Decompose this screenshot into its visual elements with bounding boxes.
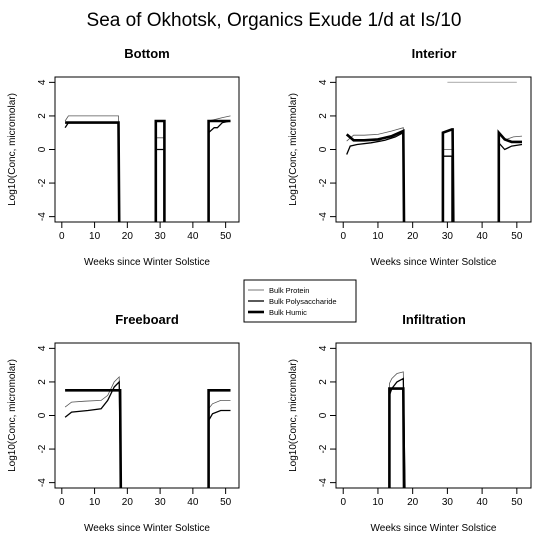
legend: Bulk Protein Bulk Polysaccharide Bulk Humi… [243,279,357,323]
series-line [207,409,231,488]
x-tick-label: 40 [187,497,199,508]
x-tick-label: 10 [372,497,384,508]
x-axis-label: Weeks since Winter Solstice [84,257,210,268]
x-tick-label: 20 [122,497,134,508]
series-line [65,389,123,488]
series-line [498,141,523,222]
panel-title: Infiltration [402,312,466,327]
series-line [64,115,120,222]
series-line [442,149,453,222]
y-tick-label: 2 [37,379,48,385]
y-axis-label: Log10(Conc, micromolar) [7,93,18,206]
y-tick-label: 4 [318,79,329,85]
series-line [345,129,406,222]
series-line [442,155,453,222]
y-tick-label: -2 [318,178,329,187]
x-tick-label: 50 [511,231,523,242]
panel-bottom: Bottom 0 10 20 30 40 50 -4 -2 0 2 4 Weeks since Win… [7,46,240,268]
x-tick-label: 30 [442,497,454,508]
y-tick-label: 4 [37,79,48,85]
y-tick-label: 0 [318,412,329,418]
x-tick-label: 30 [442,231,454,242]
x-tick-label: 20 [407,497,419,508]
x-axis-label: Weeks since Winter Solstice [84,523,210,534]
panel-freeboard: Freeboard 0 10 20 30 40 50 -4 -2 0 2 4 Weeks since … [7,312,240,534]
x-tick-label: 40 [477,231,489,242]
y-tick-label: 0 [37,412,48,418]
legend-label: Bulk Protein [269,286,309,295]
plot-frame [335,76,532,223]
y-tick-label: -4 [37,478,48,487]
x-tick-label: 0 [340,497,346,508]
series-group [345,81,523,222]
x-tick-label: 10 [89,497,101,508]
x-tick-label: 50 [220,497,232,508]
plot-frame [54,76,240,223]
x-tick-label: 30 [155,497,167,508]
x-tick-label: 0 [59,231,65,242]
y-axis-label: Log10(Conc, micromolar) [288,359,299,472]
x-tick-label: 0 [340,231,346,242]
series-line [207,120,231,222]
series-line [346,131,405,222]
series-line [388,387,406,488]
series-line [207,389,231,488]
y-tick-label: 2 [318,379,329,385]
series-line [497,129,522,222]
y-tick-label: 0 [37,146,48,152]
y-tick-label: 2 [37,113,48,119]
panel-title: Freeboard [115,312,179,327]
x-tick-label: 30 [155,231,167,242]
x-tick-label: 50 [220,231,232,242]
series-line [208,400,231,488]
x-tick-label: 50 [511,497,523,508]
panel-title: Interior [412,46,457,61]
x-tick-label: 10 [372,231,384,242]
series-line [65,121,121,222]
y-tick-label: 0 [318,146,329,152]
y-tick-label: 4 [37,345,48,351]
y-tick-label: -4 [318,478,329,487]
series-line [154,119,166,222]
series-group [388,371,406,488]
x-tick-label: 20 [122,231,134,242]
series-line [441,128,455,222]
panel-title: Bottom [124,46,170,61]
panel-interior: Interior 0 10 20 30 40 50 -4 -2 0 2 4 Weeks since W… [288,46,532,268]
y-tick-label: -2 [37,444,48,453]
x-tick-label: 20 [407,231,419,242]
legend-label: Bulk Polysaccharide [269,297,337,306]
series-line [64,375,122,488]
x-tick-label: 40 [477,497,489,508]
series-line [346,127,405,222]
y-axis-label: Log10(Conc, micromolar) [288,93,299,206]
series-line [64,121,120,222]
y-tick-label: 2 [318,113,329,119]
x-axis-label: Weeks since Winter Solstice [371,257,497,268]
legend-label: Bulk Humic [269,308,307,317]
main-title: Sea of Okhotsk, Organics Exude 1/d at Is… [87,10,462,31]
panel-infiltration: Infiltration 0 10 20 30 40 50 -4 -2 0 2 4 Weeks sin… [288,312,532,534]
x-tick-label: 10 [89,231,101,242]
series-group [64,115,231,222]
x-tick-label: 40 [187,231,199,242]
series-line [64,380,122,488]
x-axis-label: Weeks since Winter Solstice [371,523,497,534]
y-tick-label: 4 [318,345,329,351]
series-group [64,375,231,488]
y-tick-label: -4 [318,212,329,221]
y-tick-label: -2 [37,178,48,187]
plot-frame [335,342,532,489]
series-line [208,115,231,222]
y-tick-label: -4 [37,212,48,221]
y-tick-label: -2 [318,444,329,453]
y-axis-label: Log10(Conc, micromolar) [7,359,18,472]
x-tick-label: 0 [59,497,65,508]
series-line [207,119,231,222]
